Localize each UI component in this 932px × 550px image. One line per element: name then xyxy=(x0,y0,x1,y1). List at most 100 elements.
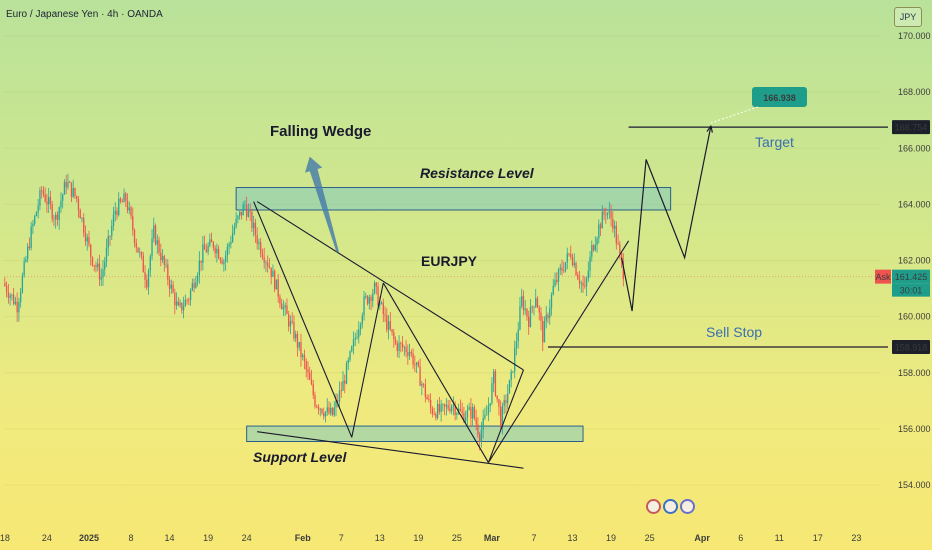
trend-line xyxy=(256,201,524,371)
candle-body xyxy=(384,314,386,316)
candle-body xyxy=(112,214,115,226)
candle-body xyxy=(300,341,302,357)
chart-title: Euro / Japanese Yen · 4h · OANDA xyxy=(6,9,163,20)
y-axis-tick-label: 166.000 xyxy=(898,143,931,153)
candle-body xyxy=(74,188,76,197)
candle-body xyxy=(172,284,174,293)
candle-body xyxy=(522,296,525,311)
candle-body xyxy=(205,249,208,253)
candle-body xyxy=(335,400,337,408)
trend-line xyxy=(487,240,630,463)
candle-body xyxy=(58,207,60,220)
candle-body xyxy=(93,265,95,266)
candle-body xyxy=(459,408,462,411)
candle-body xyxy=(86,237,88,242)
candle-body xyxy=(277,279,279,297)
candle-body xyxy=(21,275,24,292)
candle-body xyxy=(191,283,194,291)
candle-body xyxy=(274,270,276,290)
candle-body xyxy=(592,245,595,251)
candle-body xyxy=(209,239,211,246)
candle-body xyxy=(267,262,269,267)
candle-body xyxy=(251,211,253,229)
trend-line xyxy=(351,282,384,438)
candle-body xyxy=(470,407,472,419)
candle-body xyxy=(568,253,570,255)
candle-body xyxy=(104,261,106,270)
candle-body xyxy=(247,211,250,217)
candle-body xyxy=(132,216,134,230)
candle-body xyxy=(19,291,22,303)
candle-body xyxy=(298,341,300,348)
candle-body xyxy=(135,242,137,248)
candle-body xyxy=(487,406,490,415)
candle-body xyxy=(16,301,18,313)
candle-body xyxy=(533,306,535,308)
candle-body xyxy=(585,278,588,287)
symbol-label: EURJPY xyxy=(421,253,478,269)
y-axis-tick-label: 170.000 xyxy=(898,31,931,41)
candle-body xyxy=(429,399,432,409)
ask-label: Ask xyxy=(875,272,891,282)
candle-body xyxy=(557,269,560,282)
trend-line xyxy=(382,282,489,463)
x-axis-tick-label: 24 xyxy=(242,533,252,543)
candle-body xyxy=(368,297,370,304)
candle-body xyxy=(237,215,239,219)
candle-body xyxy=(452,405,455,407)
candle-body xyxy=(163,256,165,265)
candle-body xyxy=(549,308,551,318)
candle-body xyxy=(387,321,390,330)
candle-body xyxy=(601,211,603,229)
candle-body xyxy=(337,400,339,402)
y-axis-tick-label: 164.000 xyxy=(898,199,931,209)
candle-body xyxy=(32,223,34,227)
trend-line xyxy=(487,369,524,463)
candle-body xyxy=(167,264,169,280)
candle-body xyxy=(154,225,157,245)
candle-body xyxy=(524,308,526,311)
candle-body xyxy=(519,306,521,330)
candle-body xyxy=(147,270,150,288)
candle-body xyxy=(613,225,616,229)
candle-body xyxy=(305,361,307,370)
candle-body xyxy=(414,364,416,366)
candle-body xyxy=(445,405,448,407)
candle-body xyxy=(596,238,598,245)
candle-body xyxy=(599,224,602,229)
candle-body xyxy=(594,244,596,251)
candle-body xyxy=(90,244,92,258)
candle-body xyxy=(289,321,292,327)
candle-body xyxy=(608,211,610,214)
candle-body xyxy=(477,424,479,435)
candle-body xyxy=(198,260,201,276)
x-axis-tick-label: Apr xyxy=(694,533,710,543)
candle-body xyxy=(438,403,441,412)
candle-body xyxy=(105,247,108,262)
ask-price-text: 161.425 xyxy=(895,272,928,282)
candle-body xyxy=(63,181,66,195)
breakout-arrow xyxy=(305,156,339,253)
candle-body xyxy=(37,205,39,213)
candle-body xyxy=(373,282,376,294)
candle-body xyxy=(240,211,243,216)
candle-body xyxy=(517,329,519,342)
candle-body xyxy=(508,379,511,394)
candle-body xyxy=(440,404,442,412)
candle-body xyxy=(617,243,619,245)
candle-body xyxy=(577,274,579,280)
level-price-tag xyxy=(892,339,930,354)
candle-body xyxy=(149,256,151,271)
candle-body xyxy=(263,257,265,263)
candle-body xyxy=(161,256,164,261)
candle-body xyxy=(182,306,185,311)
candle-body xyxy=(60,200,62,208)
sell-stop-label: Sell Stop xyxy=(706,324,762,340)
candle-body xyxy=(331,407,334,416)
candle-body xyxy=(540,312,542,321)
candle-body xyxy=(281,303,283,310)
candle-body xyxy=(125,193,127,201)
x-axis-tick-label: Mar xyxy=(484,533,501,543)
currency-badge[interactable]: JPY xyxy=(894,7,922,27)
